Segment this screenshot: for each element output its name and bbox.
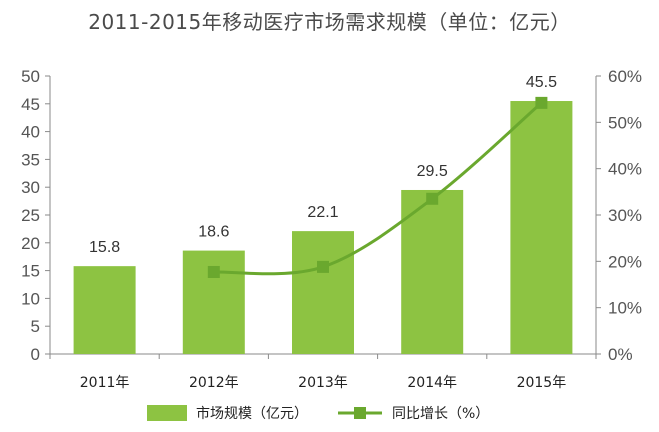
y-tick-label-left: 0	[31, 345, 40, 364]
y-tick-label-left: 5	[31, 317, 40, 336]
bar	[73, 266, 136, 354]
bar-data-label: 29.5	[417, 163, 448, 180]
legend-line-label: 同比增长（%）	[392, 406, 489, 422]
y-tick-label-left: 40	[21, 123, 40, 142]
growth-line	[213, 101, 543, 276]
y-tick-label-left: 15	[21, 262, 40, 281]
x-tick-label: 2015年	[517, 375, 567, 391]
y-tick-label-left: 35	[21, 150, 40, 169]
x-tick-label: 2014年	[407, 375, 457, 391]
y-tick-label-right: 10%	[608, 299, 642, 318]
y-tick-label-right: 20%	[608, 252, 642, 271]
y-tick-label-right: 60%	[608, 67, 642, 86]
legend-bar-swatch	[147, 405, 187, 421]
y-tick-label-right: 50%	[608, 113, 642, 132]
y-tick-label-left: 50	[21, 67, 40, 86]
y-tick-label-left: 30	[21, 178, 40, 197]
bar	[510, 101, 573, 355]
y-tick-label-left: 25	[21, 206, 40, 225]
y-tick-label-left: 45	[21, 95, 40, 114]
growth-marker	[535, 96, 548, 109]
y-tick-label-left: 20	[21, 234, 40, 253]
y-tick-label-right: 30%	[608, 206, 642, 225]
growth-marker	[317, 260, 329, 273]
legend-line-marker	[354, 407, 366, 419]
x-tick-label: 2013年	[298, 375, 348, 391]
growth-marker	[207, 265, 220, 278]
bar-data-label: 22.1	[307, 204, 338, 221]
y-tick-label-right: 40%	[608, 160, 642, 179]
growth-marker	[426, 192, 439, 205]
x-tick-label: 2012年	[189, 375, 239, 391]
legend-bar-label: 市场规模（亿元）	[196, 405, 308, 422]
bar-data-label: 45.5	[526, 74, 557, 91]
bar-data-label: 15.8	[89, 239, 120, 256]
x-tick-label: 2011年	[80, 375, 130, 391]
chart-title: 2011-2015年移动医疗市场需求规模（单位：亿元）	[88, 10, 571, 34]
y-tick-label-left: 10	[21, 289, 40, 308]
bar-data-label: 18.6	[198, 224, 229, 241]
bar	[292, 231, 354, 354]
bar	[401, 189, 464, 354]
y-tick-label-right: 0%	[608, 345, 633, 364]
